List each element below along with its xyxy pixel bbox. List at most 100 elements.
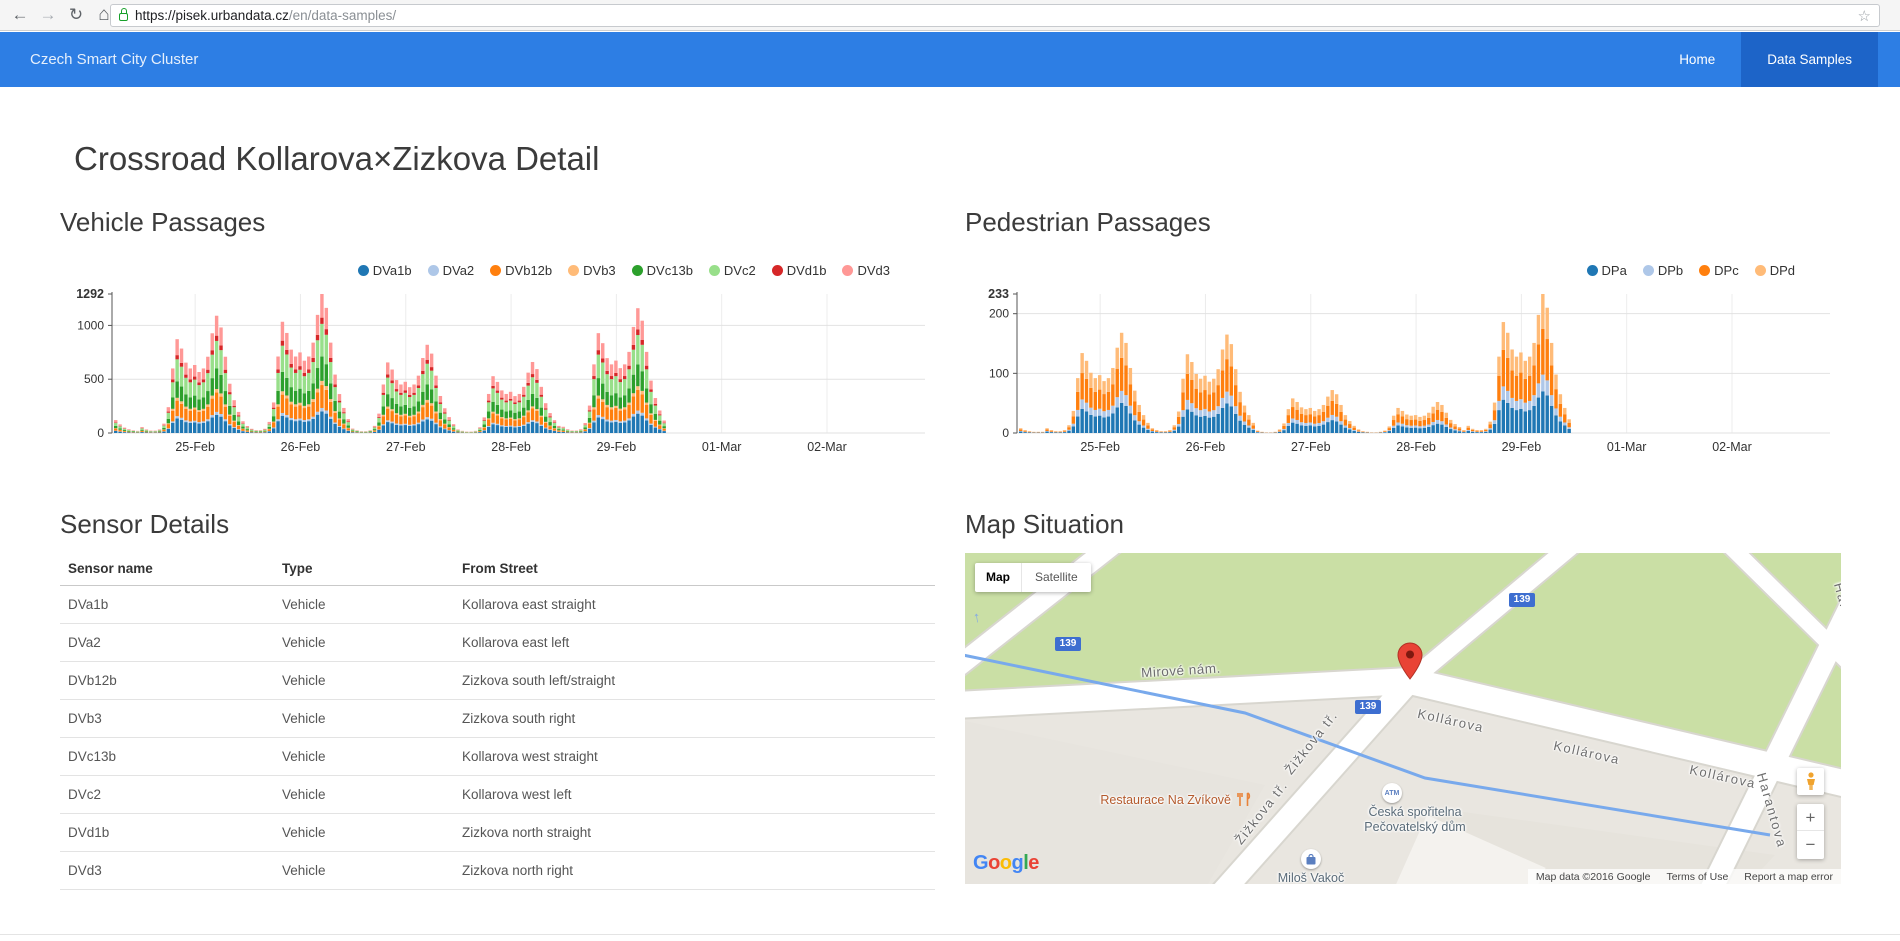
pedestrian-passages-chart: 0 100 200 233 25-Feb 26-Feb 27-Feb 28-Feb 29-Feb… bbox=[965, 286, 1840, 458]
nav-item-data-samples[interactable]: Data Samples bbox=[1741, 32, 1878, 87]
legend-item-DVb3[interactable]: DVb3 bbox=[568, 263, 616, 278]
svg-text:26-Feb: 26-Feb bbox=[1186, 440, 1226, 454]
legend-item-DVa2[interactable]: DVa2 bbox=[427, 262, 475, 278]
legend-item-DPa[interactable]: DPa bbox=[1586, 262, 1627, 278]
table-row: DVa2 Vehicle Kollarova east left bbox=[60, 624, 935, 662]
legend-item-DVc13b[interactable]: DVc13b bbox=[631, 262, 693, 278]
legend-item-DVc2[interactable]: DVc2 bbox=[708, 263, 756, 278]
legend-label: DVc13b bbox=[646, 262, 693, 278]
table-row: DVc13b Vehicle Kollarova west straight bbox=[60, 738, 935, 776]
legend-label: DPa bbox=[1601, 262, 1627, 278]
report-map-error-link[interactable]: Report a map error bbox=[1744, 870, 1833, 883]
poi-label-restaurant[interactable]: Restaurace Na Zvíkově bbox=[1100, 793, 1231, 807]
page-title: Crossroad Kollarova×Zizkova Detail bbox=[74, 140, 600, 177]
route-shield-139: 139 bbox=[1055, 637, 1081, 651]
footer-divider bbox=[0, 934, 1900, 935]
table-row: DVc2 Vehicle Kollarova west left bbox=[60, 776, 935, 814]
legend-item-DVd1b[interactable]: DVd1b bbox=[771, 262, 827, 278]
zoom-out-button[interactable]: − bbox=[1805, 835, 1816, 854]
legend-item-DVd3[interactable]: DVd3 bbox=[842, 263, 890, 278]
terms-of-use-link[interactable]: Terms of Use bbox=[1666, 870, 1729, 883]
vehicle-chart-legend: DVa1b DVa2 DVb12b DVb3 DVc13b DVc2 DVd1b DVd3 bbox=[60, 260, 890, 280]
legend-dot-icon bbox=[708, 264, 720, 276]
pegman-icon bbox=[1806, 772, 1815, 790]
atm-icon[interactable]: ATM bbox=[1382, 783, 1402, 803]
table-cell: DVc13b bbox=[68, 749, 117, 764]
nav-item-home[interactable]: Home bbox=[1679, 52, 1716, 67]
google-map-canvas[interactable]: Mirové nám. Kollárova Kollárova Kollárov… bbox=[965, 553, 1841, 884]
table-cell: Vehicle bbox=[282, 825, 326, 840]
legend-dot-icon bbox=[568, 264, 580, 276]
legend-dot-icon bbox=[771, 264, 783, 276]
map-type-map-button[interactable]: Map bbox=[986, 570, 1010, 584]
poi-label-bank: Česká spořitelna Pečovatelský dům bbox=[1349, 805, 1481, 835]
shopping-bag-icon[interactable] bbox=[1301, 849, 1321, 869]
vehicle-passages-chart: 0 500 1000 1292 25-Feb 26-Feb 27-Feb 28-Feb 29-F… bbox=[60, 286, 935, 458]
legend-dot-icon bbox=[1586, 264, 1598, 276]
poi-bank-line2: Pečovatelský dům bbox=[1364, 820, 1466, 834]
road-zizkova-north bbox=[1404, 553, 1577, 688]
navbar-links: Home Data Samples bbox=[1653, 32, 1878, 87]
sensor-details-table: Sensor name Type From Street DVa1b Vehicl… bbox=[60, 552, 935, 890]
table-cell: DVb12b bbox=[68, 673, 117, 688]
legend-label: DVa2 bbox=[442, 262, 475, 278]
zoom-control: + − bbox=[1797, 804, 1824, 859]
ssl-lock-icon[interactable] bbox=[119, 8, 128, 21]
legend-dot-icon bbox=[1699, 264, 1711, 276]
route-shield-139: 139 bbox=[1355, 700, 1381, 714]
legend-label: DPb bbox=[1657, 262, 1684, 278]
bookmark-star-icon[interactable]: ☆ bbox=[1857, 7, 1871, 25]
river-line bbox=[965, 653, 1771, 837]
restaurant-icon[interactable] bbox=[1237, 792, 1251, 807]
google-logo[interactable]: Google bbox=[973, 852, 1039, 874]
home-icon[interactable]: ⌂ bbox=[98, 4, 110, 25]
legend-label: DVb12b bbox=[505, 262, 553, 278]
table-cell: DVd3 bbox=[68, 863, 102, 878]
map-attribution: Map data ©2016 Google Terms of Use Repor… bbox=[1527, 869, 1841, 884]
legend-item-DPb[interactable]: DPb bbox=[1642, 262, 1684, 278]
legend-item-DVa1b[interactable]: DVa1b bbox=[357, 262, 412, 278]
svg-text:233: 233 bbox=[988, 287, 1009, 301]
back-icon[interactable]: ← bbox=[11, 5, 29, 24]
legend-item-DPc[interactable]: DPc bbox=[1699, 263, 1739, 278]
legend-dot-icon bbox=[1754, 264, 1766, 276]
legend-label: DVa1b bbox=[372, 262, 412, 278]
column-header-type: Type bbox=[282, 561, 313, 576]
map-situation-heading: Map Situation bbox=[965, 509, 1124, 539]
pegman-streetview-button[interactable] bbox=[1797, 768, 1824, 795]
brand-link[interactable]: Czech Smart City Cluster bbox=[30, 51, 199, 68]
svg-text:0: 0 bbox=[97, 426, 104, 440]
table-body: DVa1b Vehicle Kollarova east straight DVa2 V… bbox=[60, 586, 935, 890]
svg-text:28-Feb: 28-Feb bbox=[491, 440, 531, 454]
table-row: DVa1b Vehicle Kollarova east straight bbox=[60, 586, 935, 624]
table-cell: DVa2 bbox=[68, 635, 101, 650]
poi-bank-line1: Česká spořitelna bbox=[1368, 805, 1462, 819]
svg-text:25-Feb: 25-Feb bbox=[1080, 440, 1120, 454]
map-type-satellite-button[interactable]: Satellite bbox=[1021, 563, 1091, 592]
svg-text:26-Feb: 26-Feb bbox=[281, 440, 321, 454]
legend-item-DPd[interactable]: DPd bbox=[1754, 262, 1795, 278]
road-harantova bbox=[1701, 600, 1841, 884]
map-marker-pin[interactable] bbox=[1397, 642, 1423, 680]
legend-item-DVb12b[interactable]: DVb12b bbox=[490, 263, 552, 278]
svg-text:29-Feb: 29-Feb bbox=[597, 440, 637, 454]
road-zizkova-south bbox=[1214, 673, 1419, 884]
forward-icon[interactable]: → bbox=[39, 5, 57, 24]
table-row: DVd1b Vehicle Zizkova north straight bbox=[60, 814, 935, 852]
column-header-sensor-name: Sensor name bbox=[68, 561, 153, 576]
svg-text:200: 200 bbox=[989, 307, 1009, 321]
url-text[interactable]: https://pisek.urbandata.cz/en/data-sampl… bbox=[135, 8, 397, 23]
address-bar[interactable]: https://pisek.urbandata.cz/en/data-sampl… bbox=[110, 4, 1880, 27]
refresh-icon[interactable]: ↻ bbox=[68, 5, 84, 24]
table-cell: Vehicle bbox=[282, 597, 326, 612]
zoom-in-button[interactable]: + bbox=[1797, 804, 1824, 831]
legend-label: DVd1b bbox=[786, 262, 827, 278]
svg-text:28-Feb: 28-Feb bbox=[1396, 440, 1436, 454]
legend-label: DPc bbox=[1714, 262, 1739, 278]
legend-label: DPd bbox=[1769, 262, 1795, 278]
site-navbar: Czech Smart City Cluster Home Data Sampl… bbox=[0, 32, 1900, 87]
svg-text:0: 0 bbox=[1002, 426, 1009, 440]
table-cell: DVd1b bbox=[68, 825, 110, 840]
svg-text:01-Mar: 01-Mar bbox=[702, 440, 742, 454]
